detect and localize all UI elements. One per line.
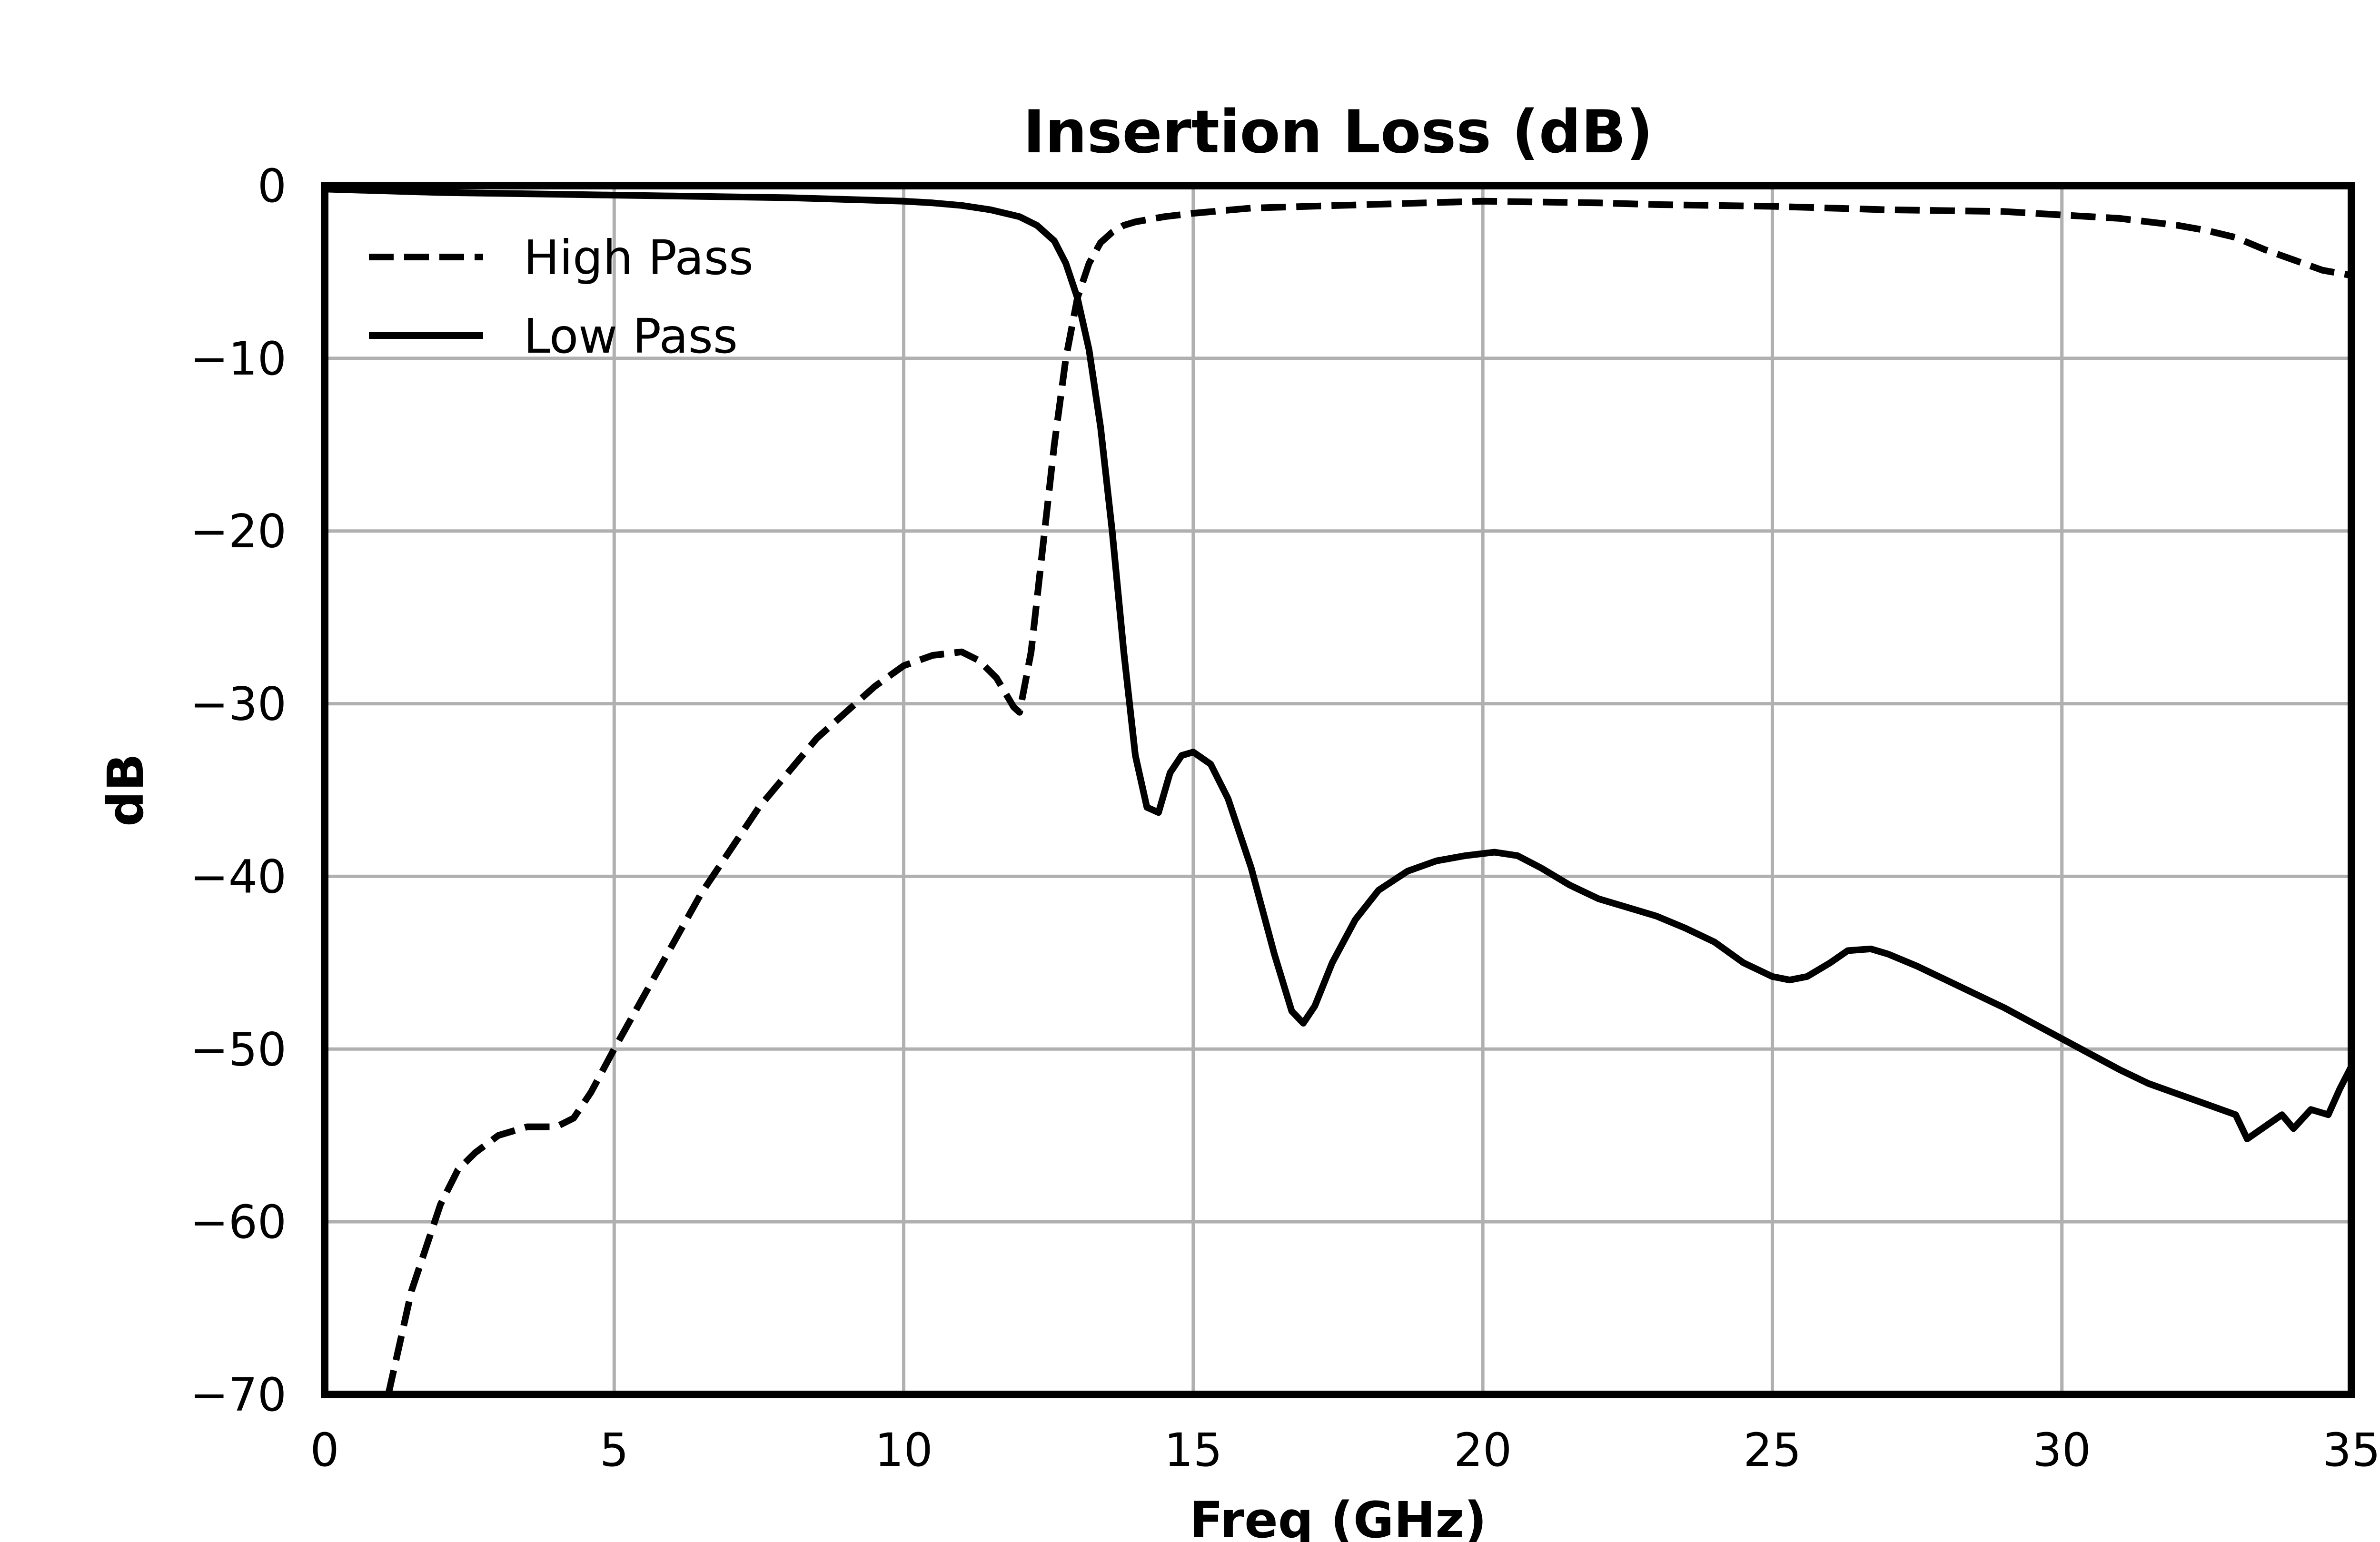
series-line-low-pass — [324, 186, 2355, 1142]
legend-label-high-pass: High Pass — [524, 230, 754, 286]
legend: High Pass Low Pass — [369, 230, 754, 364]
y-tick-label: −70 — [190, 1368, 287, 1422]
x-tick-label: 25 — [1743, 1423, 1801, 1477]
plot-frame — [321, 182, 2355, 1398]
y-axis-label: dB — [97, 753, 155, 827]
x-tick-label: 0 — [310, 1423, 339, 1477]
chart-title: Insertion Loss (dB) — [1023, 98, 1653, 167]
x-axis-label: Freq (GHz) — [1190, 1491, 1487, 1542]
x-tick-label: 30 — [2033, 1423, 2091, 1477]
series-line-high-pass — [385, 198, 2352, 1395]
y-tick-label: −30 — [190, 678, 287, 731]
y-tick-label: −20 — [190, 505, 287, 558]
y-tick-label: −60 — [190, 1196, 287, 1249]
x-tick-label: 20 — [1454, 1423, 1512, 1477]
x-tick-label: 5 — [600, 1423, 629, 1477]
x-tick-label: 10 — [874, 1423, 932, 1477]
grid — [323, 184, 2353, 1396]
y-tick-label: −10 — [190, 332, 287, 386]
x-tick-label: 35 — [2322, 1423, 2380, 1477]
legend-label-low-pass: Low Pass — [524, 308, 738, 364]
x-tick-label: 15 — [1164, 1423, 1222, 1477]
y-tick-label: −50 — [190, 1023, 287, 1076]
y-tick-label: 0 — [258, 159, 287, 213]
series-layer — [324, 186, 2355, 1395]
y-tick-label: −40 — [190, 850, 287, 903]
tick-labels: 0 5 10 15 20 25 30 35 0 −10 −20 −30 −40 −50 −60 −70 — [190, 159, 2380, 1477]
